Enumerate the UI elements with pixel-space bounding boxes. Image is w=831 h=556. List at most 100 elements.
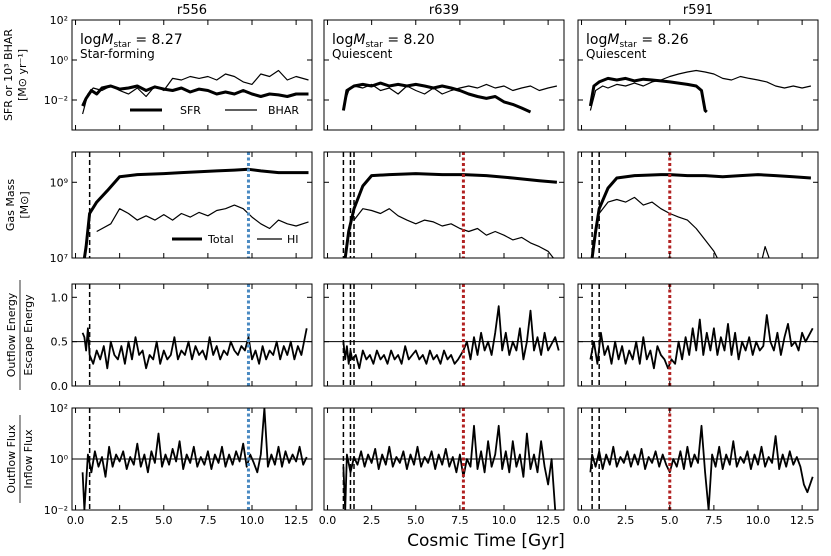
y-tick-label: 10⁻² [44, 94, 68, 107]
panel-plot [578, 284, 818, 386]
mass-value: = 8.26 [637, 32, 689, 48]
x-tick-label: 10.0 [240, 514, 265, 527]
stellar-mass-annotation: logMstar = 8.26 [586, 32, 689, 50]
y-tick-label: 1.0 [51, 291, 69, 304]
flux-ratio-line [81, 408, 308, 510]
panel-frame [71, 19, 313, 131]
y-tick-label: 10⁷ [50, 252, 68, 265]
mass-prefix: log [80, 32, 101, 48]
y-tick-label: 10⁰ [50, 54, 69, 67]
x-axis-label: Cosmic Time [Gyr] [407, 531, 565, 551]
panel-frame [71, 283, 313, 387]
x-tick-label: 0.0 [319, 514, 337, 527]
mass-subscript: star [619, 40, 637, 50]
column-title: r639 [429, 3, 459, 18]
stellar-mass-annotation: logMstar = 8.20 [332, 32, 435, 50]
sfr-line [81, 84, 309, 107]
panel-frame [323, 151, 565, 259]
panel [323, 151, 565, 259]
mass-subscript: star [365, 40, 383, 50]
stellar-mass-annotation: logMstar = 8.27 [80, 32, 183, 50]
mass-subscript: star [113, 40, 131, 50]
galaxy-state-label: Quiescent [586, 47, 647, 61]
hi-gas-line [598, 196, 770, 258]
panel-plot [342, 152, 558, 258]
x-tick-label: 7.5 [705, 514, 723, 527]
panel: 0.0 2.5 5.0 7.5 10.0 12.5 [573, 407, 819, 527]
y-tick-label: 10² [50, 402, 68, 415]
panel-plot [324, 408, 564, 510]
x-tick-label: 0.0 [573, 514, 591, 527]
row2-label-line1: Gas Mass [4, 179, 17, 231]
row-labels: SFR or 10³ BHAR [M⊙ yr⁻¹] Gas Mass [M⊙] Outf… [2, 29, 35, 503]
y-tick-label: 10⁻² [44, 504, 68, 517]
mass-prefix: log [332, 32, 353, 48]
x-tick-label: 5.0 [155, 514, 173, 527]
y-tick-label: 10⁰ [50, 453, 69, 466]
legend-hi-label: HI [287, 233, 299, 246]
bhar-line [589, 69, 812, 111]
panel: 0.0 0.5 1.0 [51, 283, 313, 393]
x-tick-label: 5.0 [661, 514, 679, 527]
hi-gas-line [353, 208, 554, 258]
panel-plot [72, 284, 312, 386]
mass-prefix: log [586, 32, 607, 48]
flux-ratio-line [342, 424, 557, 510]
energy-ratio-line [589, 314, 814, 370]
total-gas-line [343, 172, 558, 258]
x-tick-label: 2.5 [363, 514, 381, 527]
total-gas-line [82, 167, 309, 258]
x-tick-label: 10.0 [746, 514, 771, 527]
panel: 0.0 2.5 5.0 7.5 10.0 12.5 [319, 407, 565, 527]
x-tick-label: 10.0 [492, 514, 517, 527]
panel [577, 283, 819, 387]
sfr-line [588, 76, 708, 114]
panel-plot [578, 408, 818, 510]
x-tick-label: 2.5 [111, 514, 129, 527]
column-title: r556 [177, 3, 207, 18]
energy-ratio-line [342, 305, 560, 370]
row2-label-line2: [M⊙] [18, 191, 31, 218]
panel-plot [341, 81, 558, 114]
galaxy-state-label: Star-forming [80, 47, 155, 61]
panel: 10⁹ 10⁷ Total HI [50, 151, 313, 265]
flux-ratio-line [589, 424, 814, 510]
row4-numerator: Outflow Flux [5, 424, 18, 493]
total-gas-line [590, 173, 812, 258]
mass-symbol: M [353, 32, 365, 48]
panel-plot [324, 284, 564, 386]
x-tick-label: 12.5 [536, 514, 561, 527]
panel-frame [577, 151, 819, 259]
x-tick-label: 5.0 [407, 514, 425, 527]
panel: 0.0 2.5 5.0 7.5 10.0 12.5 10² 10⁰ 10⁻² [44, 402, 313, 527]
row4-denominator: Inflow Flux [22, 429, 35, 489]
x-tick-label: 7.5 [451, 514, 469, 527]
panel-plot [588, 69, 812, 114]
panel-frame [71, 151, 313, 259]
row1-label-line1: SFR or 10³ BHAR [2, 29, 15, 121]
mass-symbol: M [607, 32, 619, 48]
row3-numerator: Outflow Energy [5, 292, 18, 377]
panel-frame [323, 19, 565, 131]
x-tick-label: 12.5 [790, 514, 815, 527]
row1-label-line2: [M⊙ yr⁻¹] [16, 49, 29, 101]
panel-plot [81, 69, 309, 115]
panel-plot [590, 152, 812, 258]
panel [323, 283, 565, 387]
legend-bhar-label: BHAR [268, 104, 299, 117]
x-tick-label: 7.5 [199, 514, 217, 527]
panel-plot [72, 408, 312, 510]
mass-symbol: M [101, 32, 113, 48]
panel-frame [577, 283, 819, 387]
panel-plot [82, 152, 309, 258]
column-title: r591 [683, 3, 713, 18]
row3-denominator: Escape Energy [22, 294, 35, 376]
legend-total-label: Total [207, 233, 234, 246]
x-tick-label: 0.0 [67, 514, 85, 527]
mass-value: = 8.27 [131, 32, 183, 48]
